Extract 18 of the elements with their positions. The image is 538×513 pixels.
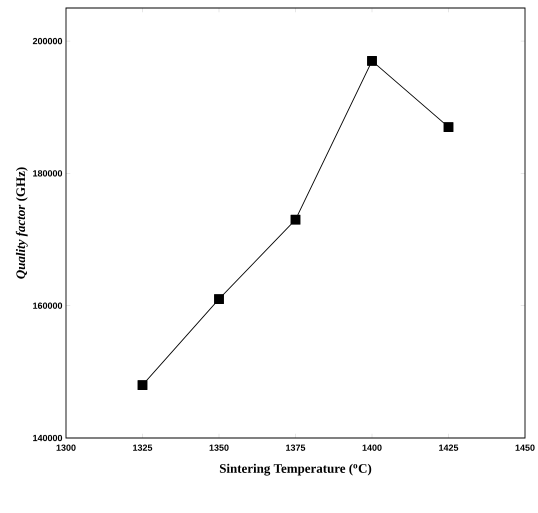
point xyxy=(290,214,300,225)
x-tick-label: 1450 xyxy=(516,444,535,451)
point xyxy=(444,122,454,132)
x-tick-label: 1325 xyxy=(133,444,152,451)
y-tick-label: 160000 xyxy=(33,302,62,309)
x-tick-label: 1375 xyxy=(286,444,306,451)
x-tick-label: 1300 xyxy=(56,444,76,451)
x-axis-title: Sintering Temperature ($^{o}$C) xyxy=(220,464,372,476)
y-tick-label: 140000 xyxy=(33,434,62,442)
point xyxy=(367,56,377,66)
x-tick-label: 1400 xyxy=(362,444,382,451)
y-tick-label: 200000 xyxy=(32,38,62,44)
x-tick-label: 1425 xyxy=(439,444,458,451)
y-axis-title: Quality factor (GHz) xyxy=(16,167,28,279)
x-tick-label: 1350 xyxy=(210,444,229,451)
point xyxy=(214,294,224,304)
y-tick-label: 180000 xyxy=(33,170,62,177)
point xyxy=(138,380,148,390)
